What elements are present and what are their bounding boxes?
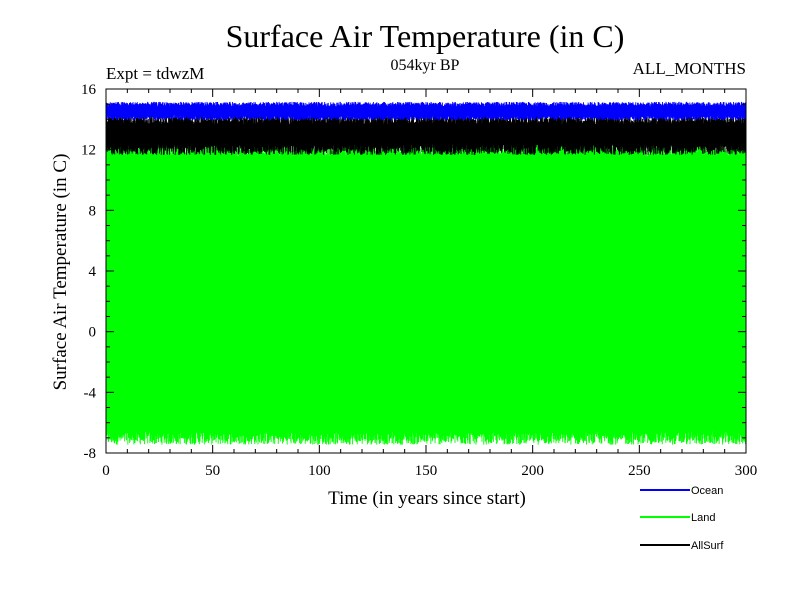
chart-subtitle-left: Expt = tdwzM: [106, 64, 204, 83]
legend-label-land: Land: [691, 512, 715, 524]
legend: Ocean Land AllSurf: [640, 485, 724, 552]
y-tick-label: 8: [89, 203, 97, 219]
plot-area: [105, 101, 747, 445]
x-tick-label: 100: [308, 463, 331, 479]
chart-subtitle-center: 054kyr BP: [391, 57, 460, 74]
y-tick-label: 16: [81, 82, 97, 98]
series-line-land: [105, 142, 747, 445]
x-tick-label: 300: [735, 463, 758, 479]
x-tick-label: 250: [628, 463, 651, 479]
x-tick-label: 200: [521, 463, 544, 479]
legend-label-allsurf: AllSurf: [691, 540, 724, 552]
axes: 0 50 100 150 200 250 300 -8 -4 0 4 8 12 16: [81, 82, 757, 479]
legend-label-ocean: Ocean: [691, 485, 723, 497]
x-tick-label: 50: [205, 463, 220, 479]
y-tick-label: 12: [81, 143, 96, 159]
x-tick-label: 150: [415, 463, 438, 479]
y-tick-label: 0: [89, 325, 97, 341]
y-tick-label: -8: [84, 446, 97, 462]
x-tick-label: 0: [102, 463, 110, 479]
y-tick-label: 4: [89, 264, 97, 280]
series-line-ocean: [105, 101, 747, 121]
y-axis-label: Surface Air Temperature (in C): [50, 154, 71, 391]
chart-subtitle-right: ALL_MONTHS: [633, 59, 746, 78]
y-tick-label: -4: [84, 385, 97, 401]
x-axis-label: Time (in years since start): [328, 488, 526, 509]
chart-title: Surface Air Temperature (in C): [226, 18, 625, 54]
